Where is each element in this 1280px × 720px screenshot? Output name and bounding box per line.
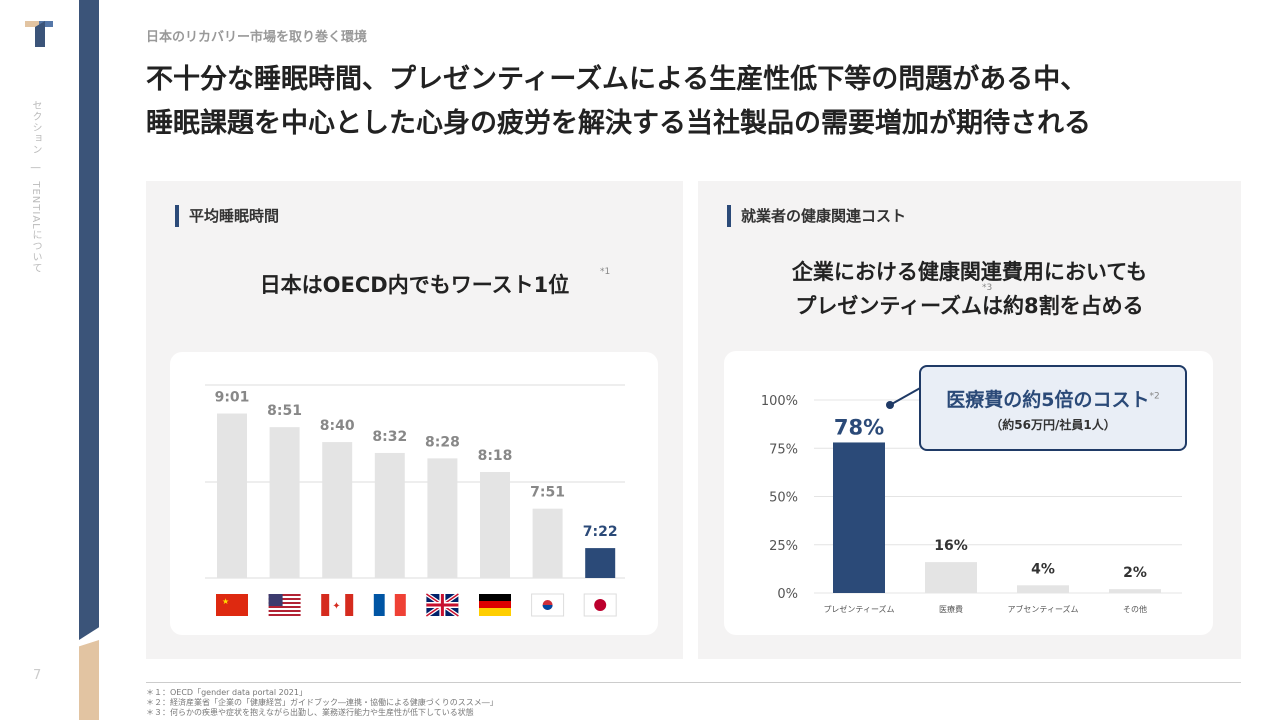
callout-subtitle: （約56万円/社員1人）: [990, 418, 1116, 432]
panel-heading: 就業者の健康関連コスト: [727, 205, 906, 227]
sidebar-accent-bar: [79, 0, 99, 640]
bar-canada: [322, 442, 353, 578]
svg-text:★: ★: [222, 597, 229, 606]
data-label: 9:01: [215, 390, 250, 406]
y-tick-label: 50%: [769, 491, 798, 506]
korea-flag: [531, 593, 565, 617]
data-label: 8:51: [267, 403, 302, 419]
usa-flag: [268, 594, 301, 616]
data-label: 7:22: [583, 524, 618, 540]
canada-flag: ✦: [321, 594, 354, 616]
y-tick-label: 0%: [777, 587, 798, 602]
callout-box: 医療費の約5倍のコスト*2 （約56万円/社員1人）: [919, 365, 1187, 451]
data-label: 8:32: [372, 429, 407, 445]
breadcrumb: 日本のリカバリー市場を取り巻く環境: [146, 30, 368, 45]
panel-headline: 日本はOECD内でもワースト1位: [259, 273, 570, 297]
callout-connector: [889, 386, 923, 406]
callout-title: 医療費の約5倍のコスト: [946, 389, 1150, 411]
bar-korea: [532, 508, 563, 578]
data-label: 16%: [934, 538, 968, 554]
y-tick-label: 25%: [769, 539, 798, 554]
bar-china: [217, 413, 247, 578]
data-label: 2%: [1123, 565, 1147, 581]
data-label: 78%: [834, 415, 884, 439]
title-line-1: 不十分な睡眠時間、プレゼンティーズムによる生産性低下等の問題がある中、: [146, 64, 1088, 95]
sleep-chart-card: [170, 352, 658, 635]
page-number: 7: [33, 668, 42, 683]
japan-flag: [583, 593, 617, 617]
logo-icon: [25, 21, 53, 47]
footnotes: ＊１：OECD「gender data portal 2021」 ＊２：経済産業…: [146, 688, 498, 718]
data-label: 4%: [1031, 561, 1055, 577]
sleep-chart: 9:01 ★ 8:51 8:40 ✦ 8:32 8:28 8:18 7:51 7:22: [205, 384, 625, 618]
y-tick-label: 75%: [769, 442, 798, 457]
france-flag: [373, 594, 406, 616]
bar: [1017, 585, 1069, 593]
section-label: セクション | TENTIALについて: [30, 100, 41, 274]
data-label: 8:18: [478, 448, 513, 464]
data-label: 7:51: [530, 485, 565, 501]
footnote-ref: *1: [600, 267, 611, 277]
footnote-ref: *2: [1149, 391, 1160, 402]
footnote-divider: [146, 682, 1241, 683]
footnote-ref: *3: [982, 283, 993, 293]
x-tick-label: その他: [1123, 604, 1147, 614]
bar: [833, 442, 885, 593]
bar-usa: [269, 427, 300, 578]
bar: [1109, 589, 1161, 593]
sidebar-accent-bar-bottom: [79, 640, 99, 720]
headline-line-2: プレゼンティーズムは約8割を占める: [795, 294, 1144, 318]
panel-headline: 企業における健康関連費用においても プレゼンティーズムは約8割を占める: [698, 255, 1241, 323]
footnote-1: ＊１：OECD「gender data portal 2021」: [146, 688, 307, 697]
headline-line-1: 企業における健康関連費用においても: [791, 260, 1148, 284]
callout-dot: [886, 401, 894, 409]
germany-flag: [479, 594, 511, 616]
footnote-2: ＊２：経済産業省「企業の「健康経営」ガイドブック―連携・協働による健康づくりのス…: [146, 698, 498, 707]
bar-japan: [585, 548, 616, 578]
china-flag: ★: [216, 594, 248, 616]
panel-heading: 平均睡眠時間: [175, 205, 279, 227]
bar: [925, 562, 977, 593]
data-label: 8:40: [320, 418, 355, 434]
page-title: 不十分な睡眠時間、プレゼンティーズムによる生産性低下等の問題がある中、 睡眠課題…: [146, 58, 1091, 146]
title-line-2: 睡眠課題を中心とした心身の疲労を解決する当社製品の需要増加が期待される: [146, 108, 1091, 139]
bar-france: [374, 452, 405, 578]
uk-flag: [425, 592, 460, 618]
y-tick-label: 100%: [761, 394, 798, 409]
x-tick-label: 医療費: [939, 604, 963, 614]
x-tick-label: プレゼンティーズム: [823, 604, 894, 614]
cost-chart: 0% 25% 50% 75% 100% 78% プレゼンティーズム 16% 医療費 4% アブセンテ…: [761, 386, 1182, 614]
bar-uk: [427, 458, 458, 578]
svg-text:✦: ✦: [332, 601, 340, 612]
bar-germany: [480, 471, 510, 578]
x-tick-label: アブセンティーズム: [1007, 604, 1078, 614]
footnote-3: ＊３：何らかの疾患や症状を抱えながら出勤し、業務遂行能力や生産性が低下している状…: [146, 708, 474, 717]
data-label: 8:28: [425, 434, 460, 450]
